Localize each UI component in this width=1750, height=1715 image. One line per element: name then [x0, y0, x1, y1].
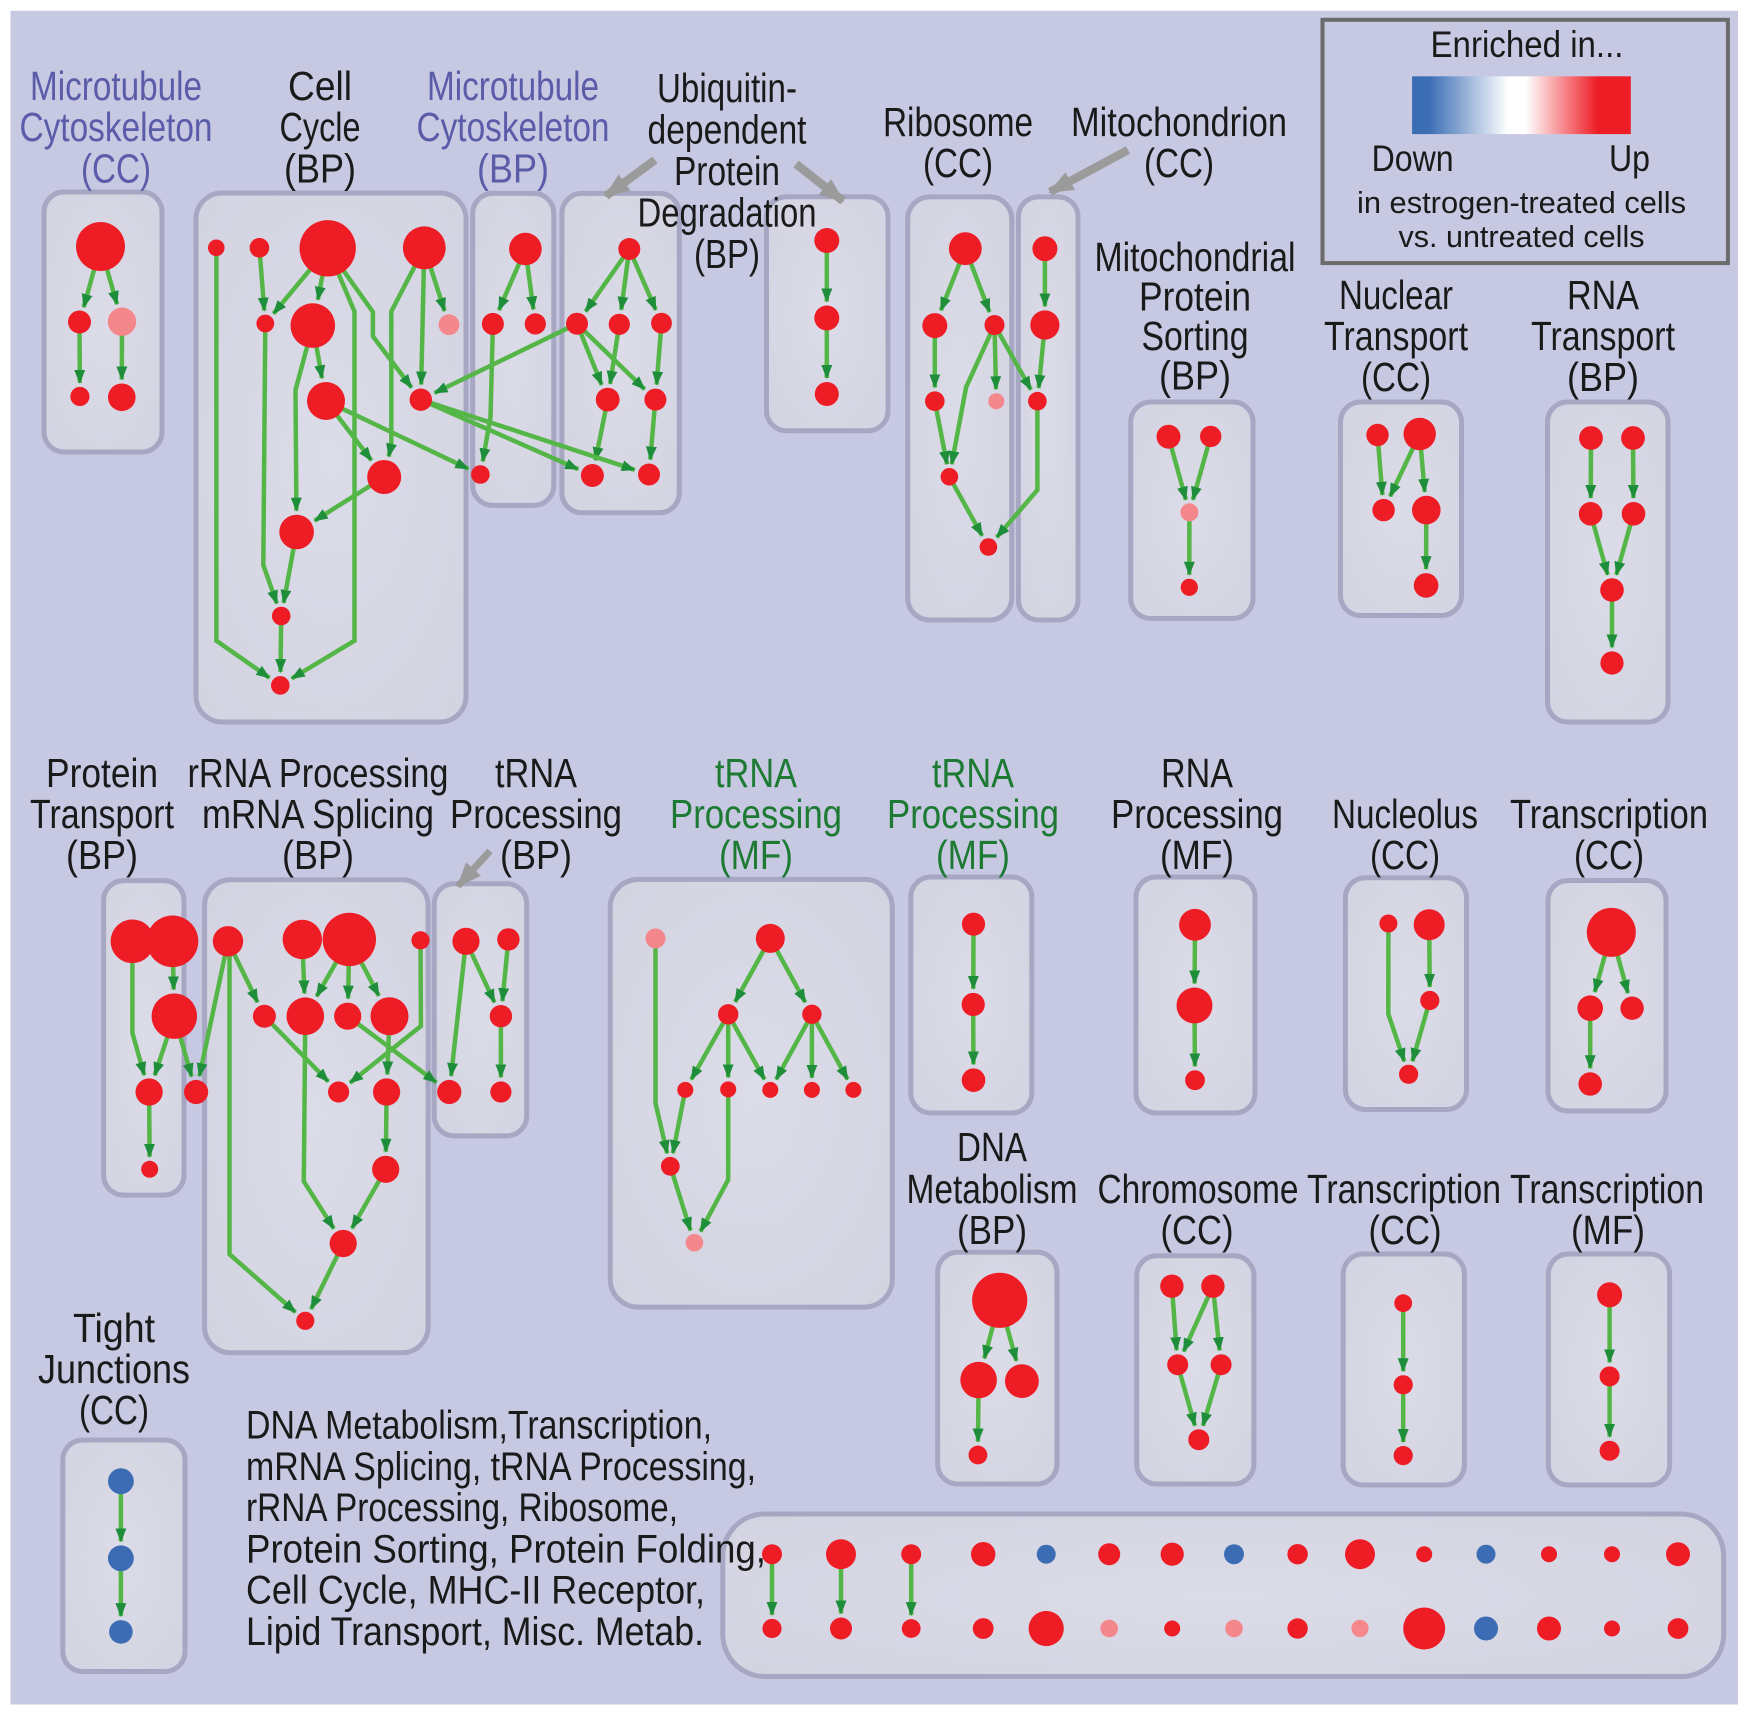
svg-text:Ubiquitin-: Ubiquitin-	[657, 65, 797, 111]
svg-text:(BP): (BP)	[282, 832, 354, 878]
svg-text:(MF): (MF)	[719, 832, 793, 878]
svg-text:rRNA Processing: rRNA Processing	[188, 750, 449, 796]
svg-text:Cell: Cell	[288, 63, 352, 109]
svg-text:Nuclear: Nuclear	[1339, 272, 1453, 318]
svg-text:DNA: DNA	[957, 1124, 1028, 1170]
svg-text:(CC): (CC)	[1144, 140, 1214, 186]
svg-text:Transcription: Transcription	[1510, 791, 1708, 837]
svg-text:(MF): (MF)	[936, 832, 1010, 878]
svg-text:Protein: Protein	[1139, 274, 1251, 320]
svg-text:(CC): (CC)	[1161, 1207, 1234, 1253]
svg-text:Processing: Processing	[887, 791, 1059, 837]
svg-text:(CC): (CC)	[1361, 354, 1431, 400]
svg-text:Cytoskeleton: Cytoskeleton	[20, 104, 213, 150]
svg-text:mRNA Splicing, tRNA Processing: mRNA Splicing, tRNA Processing,	[246, 1445, 756, 1489]
svg-text:Processing: Processing	[1111, 791, 1283, 837]
svg-text:Transport: Transport	[1531, 313, 1675, 359]
svg-text:Sorting: Sorting	[1142, 313, 1249, 359]
svg-text:rRNA Processing, Ribosome,: rRNA Processing, Ribosome,	[246, 1486, 678, 1530]
svg-text:Ribosome: Ribosome	[883, 99, 1033, 145]
svg-text:RNA: RNA	[1161, 750, 1234, 796]
svg-text:DNA Metabolism,Transcription,: DNA Metabolism,Transcription,	[246, 1404, 712, 1448]
svg-text:dependent: dependent	[648, 107, 807, 153]
svg-text:(CC): (CC)	[1369, 1207, 1442, 1253]
svg-text:Processing: Processing	[450, 791, 622, 837]
svg-text:(BP): (BP)	[500, 832, 572, 878]
svg-text:Lipid Transport, Misc. Metab.: Lipid Transport, Misc. Metab.	[246, 1610, 704, 1654]
svg-text:Protein: Protein	[46, 750, 158, 796]
svg-text:Transcription: Transcription	[1307, 1166, 1501, 1212]
svg-text:(BP): (BP)	[66, 832, 138, 878]
svg-text:Degradation: Degradation	[638, 190, 817, 236]
svg-text:(BP): (BP)	[1567, 354, 1639, 400]
svg-text:(CC): (CC)	[1574, 832, 1644, 878]
svg-text:(BP): (BP)	[284, 146, 356, 192]
svg-text:Up: Up	[1609, 138, 1650, 179]
svg-text:(BP): (BP)	[694, 231, 760, 277]
svg-text:Cycle: Cycle	[280, 104, 361, 150]
svg-text:Microtubule: Microtubule	[427, 63, 599, 109]
svg-text:Metabolism: Metabolism	[907, 1166, 1078, 1212]
svg-text:vs. untreated cells: vs. untreated cells	[1399, 219, 1645, 254]
svg-text:(MF): (MF)	[1160, 832, 1234, 878]
svg-text:tRNA: tRNA	[715, 750, 798, 796]
svg-text:tRNA: tRNA	[932, 750, 1015, 796]
svg-text:(MF): (MF)	[1571, 1207, 1645, 1253]
svg-text:Processing: Processing	[670, 791, 842, 837]
svg-text:Nucleolus: Nucleolus	[1332, 791, 1478, 837]
svg-text:(CC): (CC)	[1370, 832, 1440, 878]
svg-text:Enriched in...: Enriched in...	[1431, 24, 1624, 65]
svg-text:Cytoskeleton: Cytoskeleton	[417, 104, 610, 150]
svg-text:Down: Down	[1372, 138, 1454, 179]
svg-text:Microtubule: Microtubule	[30, 63, 202, 109]
svg-text:(BP): (BP)	[477, 146, 549, 192]
svg-text:mRNA Splicing: mRNA Splicing	[202, 791, 434, 837]
svg-text:Protein Sorting, Protein Foldi: Protein Sorting, Protein Folding,	[246, 1527, 766, 1571]
svg-text:Mitochondrial: Mitochondrial	[1095, 234, 1296, 280]
svg-text:(BP): (BP)	[957, 1207, 1027, 1253]
svg-text:Mitochondrion: Mitochondrion	[1071, 99, 1287, 145]
svg-text:Chromosome: Chromosome	[1098, 1166, 1299, 1212]
svg-text:(CC): (CC)	[923, 140, 993, 186]
svg-text:Protein: Protein	[674, 148, 780, 194]
svg-text:Junctions: Junctions	[38, 1346, 190, 1392]
svg-text:Tight: Tight	[73, 1305, 156, 1351]
svg-text:(CC): (CC)	[81, 146, 151, 192]
svg-text:Transport: Transport	[1324, 313, 1468, 359]
svg-text:(BP): (BP)	[1159, 353, 1231, 399]
svg-text:RNA: RNA	[1567, 272, 1640, 318]
svg-text:(CC): (CC)	[79, 1387, 149, 1433]
svg-text:Cell Cycle, MHC-II Receptor,: Cell Cycle, MHC-II Receptor,	[246, 1569, 705, 1613]
svg-text:Transport: Transport	[30, 791, 174, 837]
svg-text:in estrogen-treated cells: in estrogen-treated cells	[1357, 185, 1686, 220]
svg-text:Transcription: Transcription	[1510, 1166, 1704, 1212]
svg-text:tRNA: tRNA	[495, 750, 578, 796]
